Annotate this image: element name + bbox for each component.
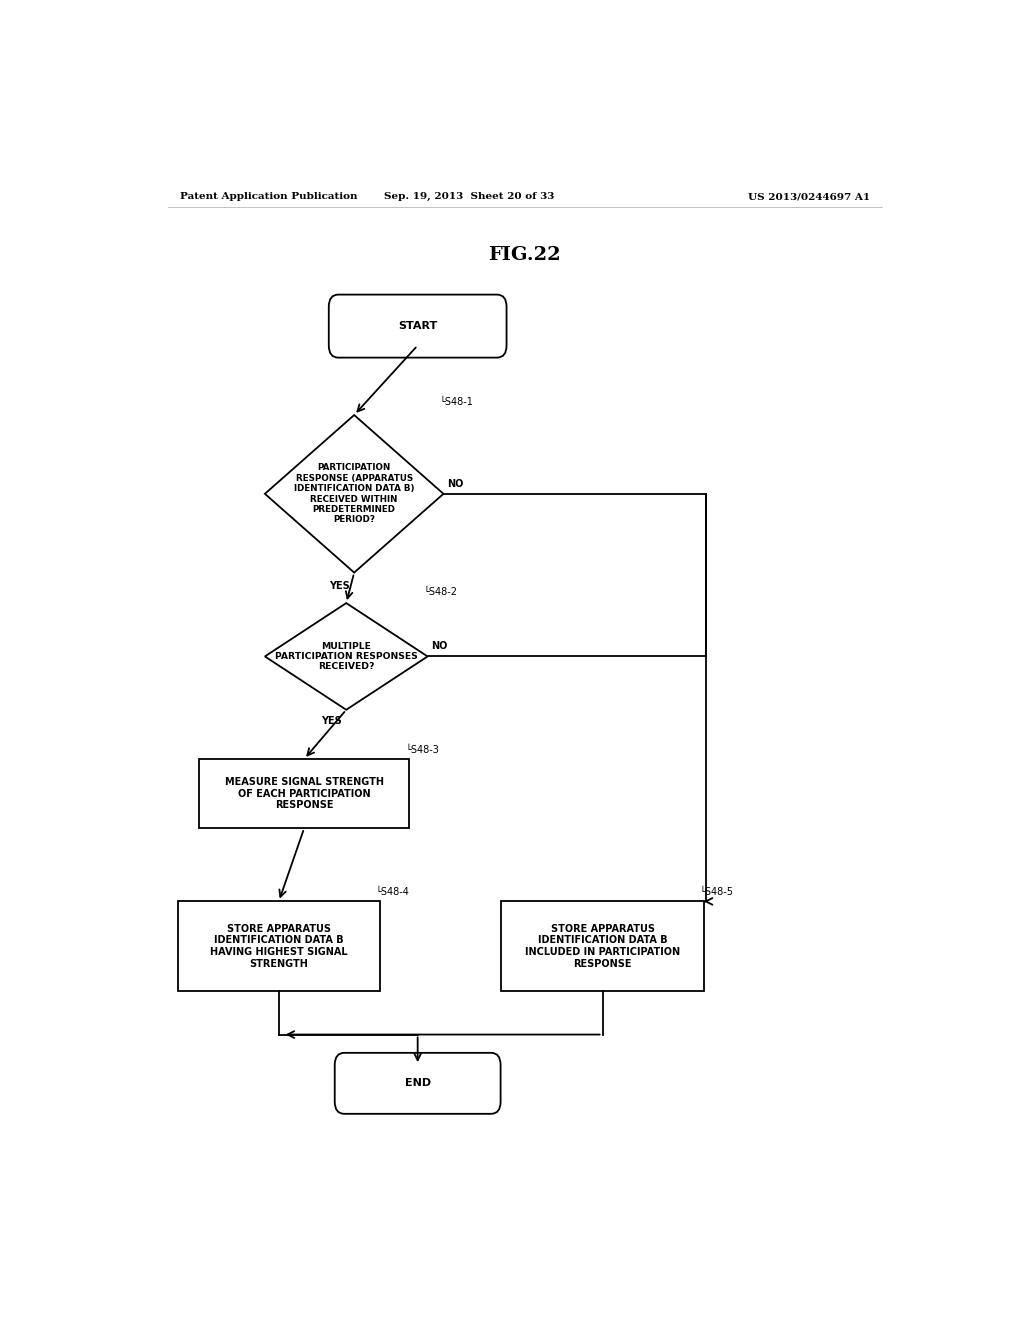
Bar: [177, 902, 380, 991]
Polygon shape: [265, 414, 443, 573]
Text: Patent Application Publication: Patent Application Publication: [179, 193, 357, 201]
Text: START: START: [398, 321, 437, 331]
Text: MEASURE SIGNAL STRENGTH
OF EACH PARTICIPATION
RESPONSE: MEASURE SIGNAL STRENGTH OF EACH PARTICIP…: [224, 777, 384, 810]
Text: └S48-2: └S48-2: [424, 587, 458, 597]
Text: └S48-3: └S48-3: [406, 744, 439, 755]
Text: END: END: [404, 1078, 431, 1088]
Text: └S48-1: └S48-1: [439, 397, 473, 407]
Text: FIG.22: FIG.22: [488, 246, 561, 264]
FancyBboxPatch shape: [335, 1053, 501, 1114]
Text: MULTIPLE
PARTICIPATION RESPONSES
RECEIVED?: MULTIPLE PARTICIPATION RESPONSES RECEIVE…: [274, 642, 418, 672]
Text: └S48-5: └S48-5: [699, 887, 734, 898]
Text: US 2013/0244697 A1: US 2013/0244697 A1: [748, 193, 870, 201]
Polygon shape: [265, 603, 428, 710]
Bar: [199, 759, 410, 828]
Text: Sep. 19, 2013  Sheet 20 of 33: Sep. 19, 2013 Sheet 20 of 33: [384, 193, 554, 201]
Text: STORE APPARATUS
IDENTIFICATION DATA B
INCLUDED IN PARTICIPATION
RESPONSE: STORE APPARATUS IDENTIFICATION DATA B IN…: [525, 924, 680, 969]
FancyBboxPatch shape: [329, 294, 507, 358]
Text: YES: YES: [322, 715, 342, 726]
Text: PARTICIPATION
RESPONSE (APPARATUS
IDENTIFICATION DATA B)
RECEIVED WITHIN
PREDETE: PARTICIPATION RESPONSE (APPARATUS IDENTI…: [294, 463, 415, 524]
Text: STORE APPARATUS
IDENTIFICATION DATA B
HAVING HIGHEST SIGNAL
STRENGTH: STORE APPARATUS IDENTIFICATION DATA B HA…: [210, 924, 347, 969]
Bar: [502, 902, 703, 991]
Text: NO: NO: [447, 479, 464, 488]
Text: └S48-4: └S48-4: [376, 887, 410, 898]
Text: NO: NO: [431, 642, 447, 651]
Text: YES: YES: [330, 581, 350, 591]
